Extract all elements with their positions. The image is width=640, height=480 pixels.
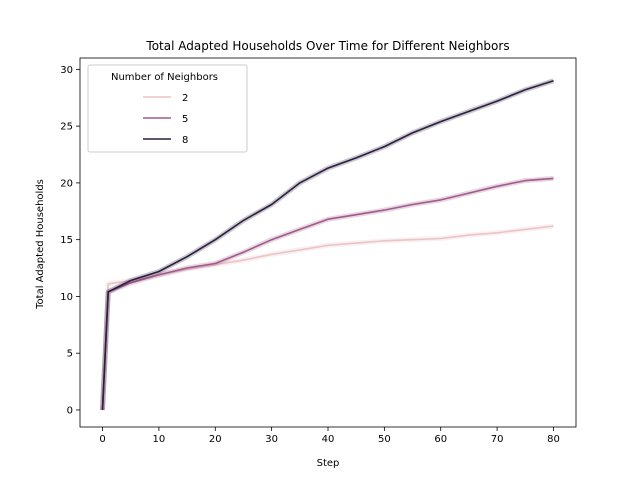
x-tick-label: 70 — [491, 434, 504, 445]
x-tick-label: 10 — [153, 434, 166, 445]
legend-label-5: 5 — [182, 114, 188, 125]
y-axis-label: Total Adapted Households — [35, 179, 46, 310]
x-tick-label: 50 — [378, 434, 391, 445]
y-tick-label: 0 — [67, 405, 73, 416]
x-tick-label: 20 — [209, 434, 222, 445]
series-line-2 — [101, 225, 554, 411]
y-tick-label: 25 — [60, 122, 73, 133]
x-axis-label: Step — [317, 458, 340, 469]
x-tick-label: 40 — [322, 434, 335, 445]
legend-title: Number of Neighbors — [111, 72, 218, 83]
legend-label-8: 8 — [182, 135, 188, 146]
legend: Number of Neighbors 2 5 8 — [87, 64, 248, 153]
chart-title: Total Adapted Households Over Time for D… — [145, 39, 509, 53]
series-band-5 — [100, 175, 554, 411]
x-tick-label: 30 — [265, 434, 278, 445]
plot-area — [100, 78, 555, 411]
y-tick-label: 20 — [60, 178, 73, 189]
series-line-8 — [101, 79, 554, 411]
y-tick-label: 10 — [60, 292, 73, 303]
x-tick-label: 60 — [434, 434, 447, 445]
series-band-2 — [100, 223, 554, 411]
legend-box — [87, 64, 248, 153]
series-line-5 — [101, 177, 554, 411]
x-tick-label: 0 — [99, 434, 105, 445]
x-tick-label: 80 — [547, 434, 560, 445]
y-tick-label: 5 — [67, 349, 73, 360]
y-tick-label: 30 — [60, 65, 73, 76]
y-tick-label: 15 — [60, 235, 73, 246]
legend-label-2: 2 — [182, 93, 188, 104]
